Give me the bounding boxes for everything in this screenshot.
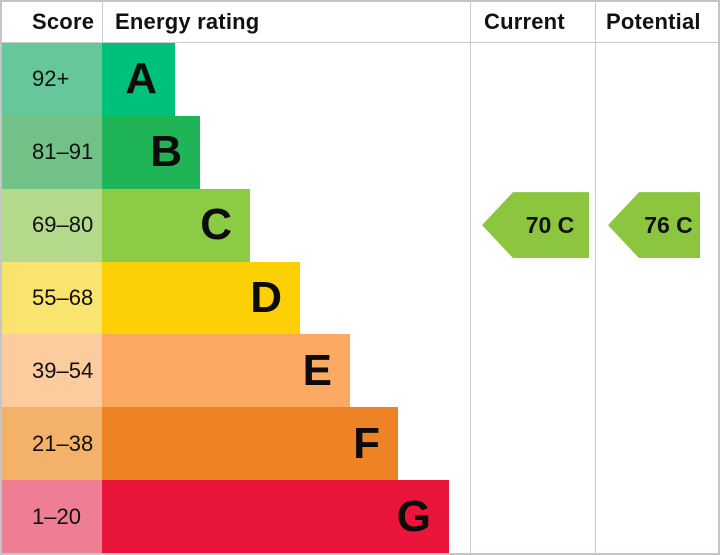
band-letter: F — [353, 418, 380, 468]
potential-cell — [595, 480, 718, 553]
header-row: Score Energy rating Current Potential — [2, 2, 718, 43]
potential-cell — [595, 334, 718, 408]
current-cell — [470, 334, 595, 408]
band-score-cell: 55–68 — [2, 261, 102, 335]
band-bar-area: A — [102, 43, 470, 116]
band-score-label: 81–91 — [32, 139, 94, 165]
band-bar-area: E — [102, 334, 470, 408]
current-cell — [470, 407, 595, 481]
band-score-cell: 69–80 — [2, 188, 102, 262]
band-bar: G — [102, 480, 449, 553]
band-row: 1–20 G — [2, 480, 718, 553]
band-score-label: 92+ — [32, 66, 70, 92]
band-row: 81–91 B — [2, 115, 718, 189]
band-row: 69–80 C 70 C 76 C — [2, 188, 718, 262]
header-potential: Potential — [595, 2, 718, 42]
band-letter: A — [125, 54, 157, 104]
band-letter: G — [396, 491, 431, 541]
band-row: 55–68 D — [2, 261, 718, 335]
band-score-label: 39–54 — [32, 357, 94, 383]
current-cell: 70 C — [470, 188, 595, 262]
band-rows: 92+ A 81–91 B 69–80 — [2, 43, 718, 553]
header-current: Current — [470, 2, 595, 42]
band-bar-area: B — [102, 115, 470, 189]
band-bar: B — [102, 115, 200, 189]
band-bar-area: D — [102, 261, 470, 335]
header-energy-rating: Energy rating — [102, 2, 470, 42]
band-letter: E — [302, 345, 332, 395]
band-row: 92+ A — [2, 43, 718, 116]
band-score-label: 69–80 — [32, 212, 94, 238]
current-cell — [470, 261, 595, 335]
band-row: 21–38 F — [2, 407, 718, 481]
band-bar: E — [102, 334, 350, 408]
band-score-cell: 39–54 — [2, 334, 102, 408]
band-score-label: 55–68 — [32, 285, 94, 310]
band-score-cell: 21–38 — [2, 407, 102, 481]
potential-cell: 76 C — [595, 188, 718, 262]
band-score-label: 1–20 — [32, 503, 81, 529]
current-cell — [470, 480, 595, 553]
potential-arrow-label: 76 C — [644, 211, 693, 238]
band-score-cell: 92+ — [2, 43, 102, 116]
potential-arrow: 76 C — [608, 192, 700, 259]
potential-cell — [595, 43, 718, 116]
band-bar: C — [102, 188, 250, 262]
band-bar: F — [102, 407, 398, 481]
band-score-cell: 81–91 — [2, 115, 102, 189]
current-cell — [470, 115, 595, 189]
current-cell — [470, 43, 595, 116]
header-score: Score — [32, 9, 95, 34]
band-bar: D — [102, 261, 300, 335]
potential-cell — [595, 407, 718, 481]
band-bar-area: G — [102, 480, 470, 553]
band-bar: A — [102, 43, 175, 116]
band-bar-area: C — [102, 188, 470, 262]
potential-cell — [595, 261, 718, 335]
band-letter: D — [250, 273, 282, 322]
band-letter: C — [200, 200, 232, 250]
band-score-label: 21–38 — [32, 430, 94, 456]
band-bar-area: F — [102, 407, 470, 481]
band-row: 39–54 E — [2, 334, 718, 408]
band-letter: B — [150, 127, 182, 177]
band-score-cell: 1–20 — [2, 480, 102, 553]
current-arrow-label: 70 C — [525, 211, 575, 238]
potential-cell — [595, 115, 718, 189]
current-arrow: 70 C — [482, 192, 589, 259]
